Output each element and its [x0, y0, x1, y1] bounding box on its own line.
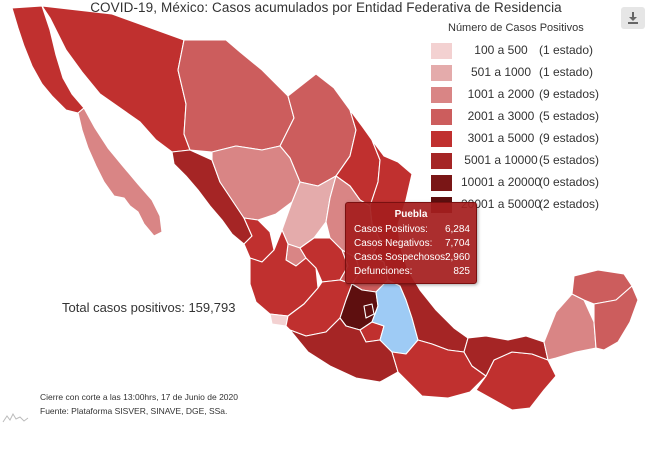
source-note: Fuente: Plataforma SISVER, SINAVE, DGE, … [40, 406, 228, 416]
legend-swatch [431, 109, 452, 125]
tooltip-row: Casos Positivos: 6,284 [354, 224, 470, 238]
tooltip-state-name: Puebla [394, 209, 428, 220]
tooltip-value: 6,284 [444, 224, 470, 235]
state-tooltip: Puebla Casos Positivos: 6,284 Casos Nega… [345, 202, 477, 284]
legend-item[interactable]: 1001 a 2000 (9 estados) [431, 86, 621, 104]
legend-range: 10001 a 20000 [461, 175, 542, 189]
download-icon [628, 12, 638, 24]
tooltip-label: Casos Sospechosos: [354, 252, 448, 263]
state-quintana-roo[interactable] [593, 285, 639, 351]
total-cases-label: Total casos positivos: 159,793 [62, 300, 236, 315]
legend-swatch [431, 65, 452, 81]
legend-swatch [431, 43, 452, 59]
chart-credits-logo [2, 412, 29, 423]
legend-item[interactable]: 2001 a 3000 (5 estados) [431, 108, 621, 126]
legend-swatch [431, 153, 452, 169]
tooltip-value: 825 [453, 266, 470, 277]
legend-swatch [431, 131, 452, 147]
state-campeche[interactable] [543, 293, 597, 361]
legend-range: 20001 a 50000 [461, 197, 542, 211]
legend-count: (1 estado) [539, 43, 594, 57]
legend-item[interactable]: 501 a 1000 (1 estado) [431, 64, 621, 82]
legend-item[interactable]: 3001 a 5000 (9 estados) [431, 130, 621, 148]
legend-range: 100 a 500 [474, 43, 528, 57]
legend-range: 3001 a 5000 [467, 131, 535, 145]
tooltip-value: 7,704 [444, 238, 470, 249]
export-menu-button[interactable] [621, 7, 645, 29]
legend-count: (9 estados) [539, 87, 600, 101]
chart-title: COVID-19, México: Casos acumulados por E… [90, 0, 562, 15]
cutoff-note: Cierre con corte a las 13:00hrs, 17 de J… [40, 392, 238, 402]
legend-item[interactable]: 10001 a 20000 (0 estados) [431, 174, 621, 192]
legend-count: (0 estados) [539, 175, 600, 189]
state-baja-california-sur[interactable] [77, 107, 163, 237]
legend-item[interactable]: 5001 a 10000 (5 estados) [431, 152, 621, 170]
state-tabasco[interactable] [463, 335, 549, 377]
legend-range: 501 a 1000 [470, 65, 532, 79]
state-chihuahua[interactable] [177, 39, 295, 153]
state-ciudad-de-mexico[interactable] [363, 303, 375, 319]
legend-swatch [431, 87, 452, 103]
tooltip-label: Defunciones: [354, 266, 413, 277]
legend-count: (2 estados) [539, 197, 600, 211]
tooltip-row: Defunciones: 825 [354, 266, 470, 280]
state-colima[interactable] [269, 313, 289, 327]
legend-title: Número de Casos Positivos [448, 22, 584, 34]
tooltip-row: Casos Negativos: 7,704 [354, 238, 470, 252]
legend-swatch [431, 175, 452, 191]
state-durango[interactable] [211, 145, 301, 221]
legend: Número de Casos Positivos 100 a 500 (1 e… [431, 22, 621, 213]
legend-range: 1001 a 2000 [467, 87, 535, 101]
legend-count: (1 estado) [539, 65, 594, 79]
legend-count: (5 estados) [539, 153, 600, 167]
tooltip-row: Casos Sospechosos: 2,960 [354, 252, 470, 266]
legend-count: (9 estados) [539, 131, 600, 145]
tooltip-label: Casos Negativos: [354, 238, 433, 249]
legend-count: (5 estados) [539, 109, 600, 123]
legend-range: 2001 a 3000 [467, 109, 535, 123]
tooltip-label: Casos Positivos: [354, 224, 428, 235]
tooltip-value: 2,960 [444, 252, 470, 263]
state-sonora[interactable] [41, 5, 191, 153]
legend-range: 5001 a 10000 [464, 153, 538, 167]
legend-item[interactable]: 100 a 500 (1 estado) [431, 42, 621, 60]
